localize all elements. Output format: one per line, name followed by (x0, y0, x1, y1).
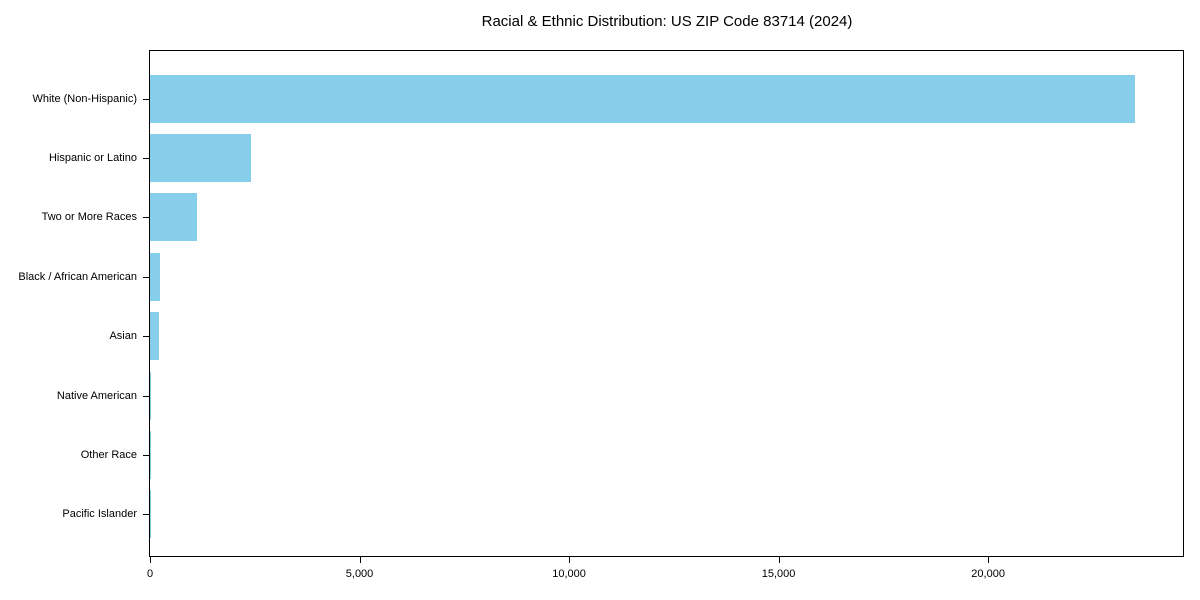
y-axis-label: Black / African American (18, 270, 137, 283)
bar-row: Hispanic or Latino (49, 128, 1183, 187)
bar-row: Black / African American (18, 247, 1183, 306)
x-tick-mark (569, 557, 571, 563)
bar-row: Native American (57, 366, 1183, 425)
x-tick-mark (359, 557, 361, 563)
x-tick-mark (150, 557, 151, 563)
y-axis-label: Pacific Islander (62, 508, 137, 521)
bar-row: Asian (109, 307, 1183, 366)
bar (150, 134, 251, 183)
bar-row: Pacific Islander (62, 485, 1183, 544)
y-axis-label: Asian (109, 330, 137, 343)
y-tick-mark (143, 158, 149, 160)
x-tick-mark (988, 557, 990, 563)
y-axis-label: White (Non-Hispanic) (32, 92, 137, 105)
y-tick-mark (143, 514, 149, 516)
bar (150, 371, 151, 420)
bar (150, 252, 160, 301)
y-axis-label: Native American (56, 389, 137, 402)
y-tick-mark (143, 454, 149, 456)
x-tick-label: 5,000 (345, 568, 374, 580)
y-tick-mark (143, 336, 149, 338)
plot-area: White (Non-Hispanic) Hispanic or Latino Tw… (18, 50, 1184, 580)
y-tick-mark (143, 217, 149, 219)
bar (150, 312, 159, 361)
y-tick-mark (143, 395, 149, 397)
y-tick-mark (143, 98, 149, 100)
y-axis-label: Hispanic or Latino (48, 152, 137, 165)
x-tick-mark (778, 557, 780, 563)
chart-title: Racial & Ethnic Distribution: US ZIP Cod… (481, 13, 853, 30)
y-axis-label: Other Race (80, 448, 137, 461)
bar (150, 193, 198, 242)
bar (150, 74, 1135, 123)
x-tick-label: 20,000 (971, 568, 1005, 580)
x-tick-label: 10,000 (552, 568, 586, 580)
y-tick-mark (143, 276, 149, 278)
bar-rows-container: White (Non-Hispanic) Hispanic or Latino Tw… (18, 51, 1183, 556)
y-axis-label: Two or More Races (41, 211, 137, 224)
bar-row: Other Race (81, 425, 1183, 484)
bar-row: Two or More Races (42, 188, 1183, 247)
bar-row: White (Non-Hispanic) (32, 69, 1183, 128)
bar (150, 430, 151, 479)
x-tick-label: 15,000 (761, 568, 796, 580)
x-tick-label: 0 (146, 568, 154, 580)
